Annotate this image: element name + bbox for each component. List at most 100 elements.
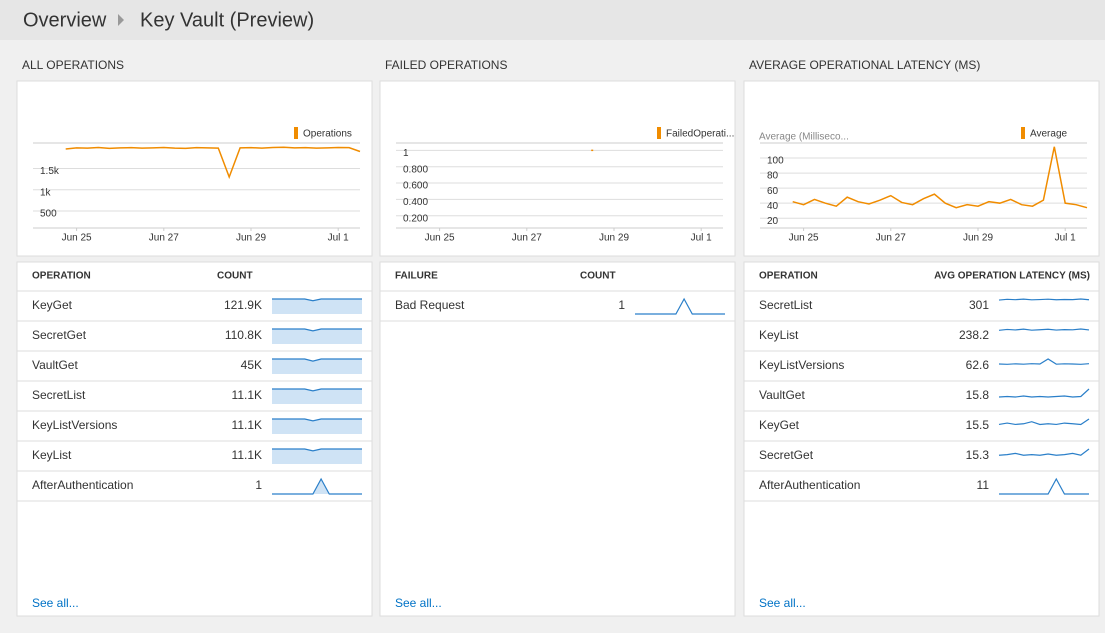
row-value: 121.9K xyxy=(224,298,262,312)
sparkline-area xyxy=(272,359,362,374)
column-header: OPERATION xyxy=(759,271,818,282)
chart-card xyxy=(379,80,736,257)
legend-swatch xyxy=(294,127,298,139)
row-value: 238.2 xyxy=(959,328,989,342)
x-tick-label: Jun 27 xyxy=(512,233,542,244)
sparkline xyxy=(999,477,1089,495)
y-tick-label: 40 xyxy=(767,201,779,212)
row-name[interactable]: KeyList xyxy=(32,448,72,462)
x-tick-label: Jul 1 xyxy=(328,233,350,244)
column-header: AVG OPERATION LATENCY (MS) xyxy=(934,271,1090,282)
section-title: ALL OPERATIONS xyxy=(22,58,124,72)
see-all-link[interactable]: See all... xyxy=(32,596,79,610)
section-title: AVERAGE OPERATIONAL LATENCY (MS) xyxy=(749,58,980,72)
sparkline xyxy=(272,477,362,495)
breadcrumb[interactable]: Key Vault (Preview) xyxy=(140,9,314,31)
row-value: 11.1K xyxy=(232,388,262,402)
row-value: 15.5 xyxy=(966,418,990,432)
column-header: OPERATION xyxy=(32,271,91,282)
breadcrumb-separator xyxy=(118,14,124,26)
chart-card xyxy=(743,80,1100,257)
row-value: 62.6 xyxy=(966,358,990,372)
see-all-link[interactable]: See all... xyxy=(759,596,806,610)
x-tick-label: Jun 25 xyxy=(425,233,455,244)
row-name[interactable]: KeyGet xyxy=(32,298,73,312)
row-value: 11.1K xyxy=(232,448,262,462)
row-name[interactable]: KeyGet xyxy=(759,418,800,432)
column-header: COUNT xyxy=(217,271,253,282)
row-value: 11.1K xyxy=(232,418,262,432)
y-tick-label: 100 xyxy=(767,156,784,167)
series-line xyxy=(792,146,1088,209)
x-tick-label: Jul 1 xyxy=(1055,233,1077,244)
x-tick-label: Jun 25 xyxy=(62,233,92,244)
breadcrumb[interactable]: Overview xyxy=(23,9,107,31)
legend-label: Operations xyxy=(303,129,352,140)
y-tick-label: 0.800 xyxy=(403,164,428,175)
row-value: 1 xyxy=(255,478,262,492)
sparkline xyxy=(272,418,362,422)
y-tick-label: 0.400 xyxy=(403,197,428,208)
sparkline xyxy=(272,448,362,452)
row-name[interactable]: SecretGet xyxy=(759,448,814,462)
row-name[interactable]: VaultGet xyxy=(32,358,78,372)
column-header: FAILURE xyxy=(395,271,438,282)
table-card xyxy=(743,261,1100,617)
sparkline-area xyxy=(272,329,362,344)
legend-label: Average xyxy=(1030,129,1068,140)
sparkline xyxy=(998,358,1090,365)
row-name[interactable]: KeyListVersions xyxy=(32,418,117,432)
row-name[interactable]: AfterAuthentication xyxy=(759,478,860,492)
y-axis-label: Average (Milliseco... xyxy=(759,132,849,143)
row-name[interactable]: VaultGet xyxy=(759,388,805,402)
row-name[interactable]: KeyListVersions xyxy=(759,358,844,372)
row-name[interactable]: KeyList xyxy=(759,328,799,342)
sparkline-area xyxy=(272,299,362,314)
y-tick-label: 500 xyxy=(40,209,57,220)
legend-swatch xyxy=(657,127,661,139)
sparkline xyxy=(272,358,362,362)
sparkline xyxy=(272,298,362,302)
x-tick-label: Jun 25 xyxy=(789,233,819,244)
table-card xyxy=(16,261,373,617)
row-value: 110.8K xyxy=(225,328,262,342)
x-tick-label: Jun 29 xyxy=(236,233,266,244)
header-bar xyxy=(0,0,1105,40)
column-header: COUNT xyxy=(580,271,616,282)
sparkline xyxy=(998,388,1090,398)
sparkline xyxy=(272,328,362,332)
sparkline xyxy=(635,297,725,315)
y-tick-label: 1k xyxy=(40,187,52,198)
y-tick-label: 60 xyxy=(767,186,779,197)
x-tick-label: Jul 1 xyxy=(691,233,713,244)
sparkline xyxy=(272,388,362,392)
row-value: 1 xyxy=(618,298,625,312)
sparkline-area xyxy=(272,389,362,404)
y-tick-label: 0.600 xyxy=(403,181,428,192)
legend-label: FailedOperati... xyxy=(666,129,734,140)
y-tick-label: 1.5k xyxy=(40,166,60,177)
row-value: 15.3 xyxy=(966,448,990,462)
row-name[interactable]: SecretList xyxy=(759,298,813,312)
sparkline xyxy=(998,448,1090,456)
y-tick-label: 1 xyxy=(403,148,409,159)
x-tick-label: Jun 27 xyxy=(149,233,179,244)
row-name[interactable]: AfterAuthentication xyxy=(32,478,133,492)
y-tick-label: 80 xyxy=(767,171,779,182)
see-all-link[interactable]: See all... xyxy=(395,596,442,610)
sparkline xyxy=(998,328,1090,331)
row-value: 15.8 xyxy=(966,388,990,402)
row-name[interactable]: Bad Request xyxy=(395,298,465,312)
row-name[interactable]: SecretList xyxy=(32,388,86,402)
x-tick-label: Jun 29 xyxy=(963,233,993,244)
table-card xyxy=(379,261,736,617)
series-line xyxy=(65,146,361,180)
legend-swatch xyxy=(1021,127,1025,139)
sparkline xyxy=(998,418,1090,426)
x-tick-label: Jun 29 xyxy=(599,233,629,244)
row-name[interactable]: SecretGet xyxy=(32,328,87,342)
row-value: 301 xyxy=(969,298,989,312)
row-value: 45K xyxy=(241,358,262,372)
sparkline xyxy=(998,298,1090,301)
